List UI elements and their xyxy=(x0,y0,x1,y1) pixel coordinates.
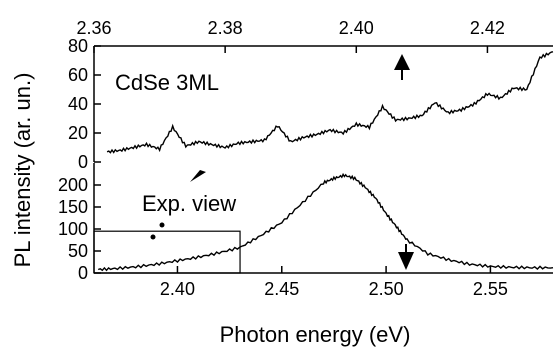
top-ytick-label: 80 xyxy=(68,36,88,56)
annotations xyxy=(150,54,414,270)
sample-label: CdSe 3ML xyxy=(115,70,219,95)
down-arrow-icon xyxy=(398,252,414,270)
top-panel: 0 20 40 60 802.36 2.38 2.40 2.42 xyxy=(68,18,554,172)
top-series-line xyxy=(106,51,554,154)
up-arrow-icon xyxy=(394,54,410,70)
top-xtick-label: 2.40 xyxy=(339,18,374,38)
top-ytick-label: 20 xyxy=(68,123,88,143)
top-ytick-label: 40 xyxy=(68,94,88,114)
top-ytick-label: 0 xyxy=(78,152,88,172)
top-xtick-label: 2.42 xyxy=(470,18,505,38)
bottom-xtick-label: 2.55 xyxy=(473,279,508,299)
connector-arrow-icon xyxy=(190,170,206,182)
bottom-xtick-label: 2.45 xyxy=(264,279,299,299)
y-axis-label: PL intensity (ar. un.) xyxy=(10,73,35,268)
bottom-ytick-label: 200 xyxy=(58,175,88,195)
bottom-ytick-label: 150 xyxy=(58,197,88,217)
connector-dot xyxy=(159,222,165,228)
expanded-view-box xyxy=(93,230,241,274)
bottom-ytick-label: 100 xyxy=(58,219,88,239)
top-xtick-label: 2.36 xyxy=(76,18,111,38)
connector-dot xyxy=(150,234,156,240)
bottom-series-line xyxy=(97,172,554,272)
top-xtick-label: 2.38 xyxy=(208,18,243,38)
bottom-ytick-label: 0 xyxy=(78,263,88,283)
bottom-xtick-label: 2.40 xyxy=(160,279,195,299)
x-axis-label: Photon energy (eV) xyxy=(220,322,411,347)
bottom-ytick-label: 50 xyxy=(68,241,88,261)
top-ytick-label: 60 xyxy=(68,65,88,85)
bottom-xtick-label: 2.50 xyxy=(369,279,404,299)
expanded-view-label: Exp. view xyxy=(142,191,236,216)
